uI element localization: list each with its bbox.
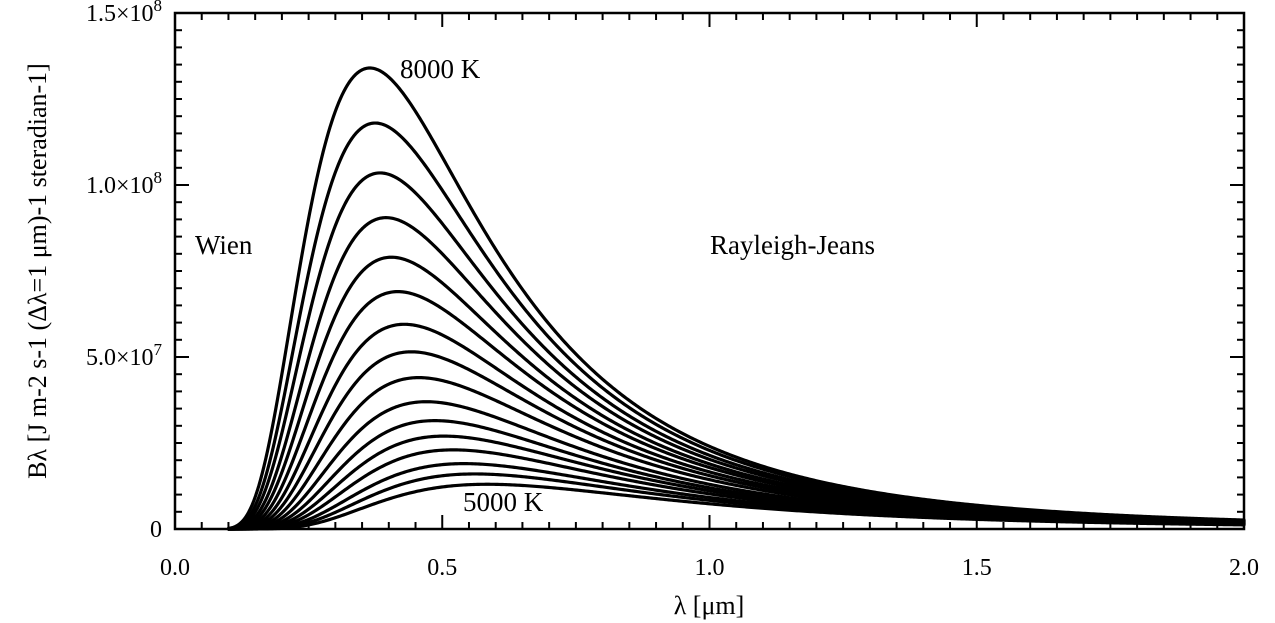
annotation-bottom-curve: 5000 K	[463, 487, 544, 517]
x-tick-label: 0.0	[160, 555, 190, 581]
curves-group	[226, 66, 1246, 531]
y-axis-title: Bλ [J m-2 s-1 (Δλ=1 μm)-1 steradian-1]	[23, 63, 52, 479]
x-tick-label: 0.5	[427, 555, 457, 581]
y-tick-label: 5.0×107	[86, 340, 163, 371]
y-tick-label: 0	[150, 517, 162, 543]
y-tick-label: 1.0×108	[86, 168, 162, 199]
annotation-wien: Wien	[195, 230, 253, 260]
y-tick-labels: 0 5.0×107 1.0×108 1.5×108	[86, 0, 163, 543]
annotation-top-curve: 8000 K	[400, 54, 481, 84]
y-tick-label: 1.5×108	[86, 0, 162, 27]
plot-frame	[173, 11, 1246, 531]
x-tick-label: 2.0	[1229, 555, 1259, 581]
curve-8000k	[226, 66, 1246, 531]
x-tick-labels: 0.0 0.5 1.0 1.5 2.0	[160, 555, 1259, 581]
x-tick-label: 1.5	[962, 555, 992, 581]
x-tick-label: 1.0	[695, 555, 725, 581]
annotation-rayleigh-jeans: Rayleigh-Jeans	[710, 230, 875, 260]
x-axis-title: λ [μm]	[674, 591, 745, 620]
